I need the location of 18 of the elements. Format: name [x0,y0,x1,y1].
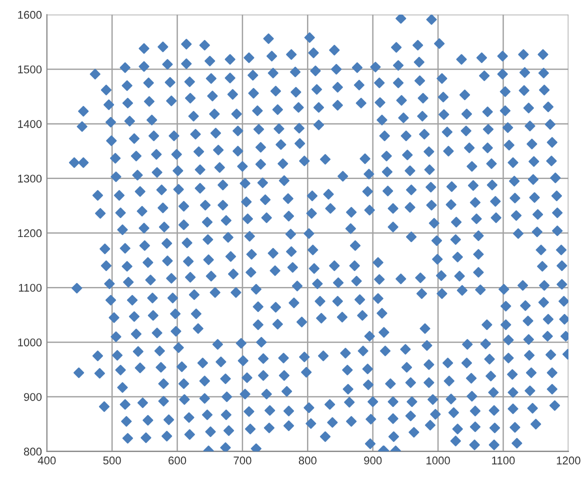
y-tick-label: 1400 [18,120,42,128]
x-tick-label: 700 [234,456,252,464]
y-tick-label: 1200 [18,229,42,238]
x-tick-label: 1100 [492,456,515,464]
x-tick-label: 500 [103,456,121,464]
y-tick-label: 900 [24,393,42,401]
y-tick-label: 1000 [18,338,42,346]
y-tick-label: 1100 [18,284,42,292]
x-tick-label: 1200 [556,456,580,464]
x-tick-label: 800 [298,456,316,464]
y-tick-label: 1500 [18,66,42,74]
x-tick-label: 1000 [426,456,450,464]
x-tick-label: 600 [168,456,186,464]
x-tick-label: 900 [364,456,382,464]
x-tick-label: 400 [38,456,56,464]
y-tick-label: 1600 [18,10,42,19]
y-tick-label: 800 [24,448,42,456]
y-tick-label: 1300 [18,174,42,183]
